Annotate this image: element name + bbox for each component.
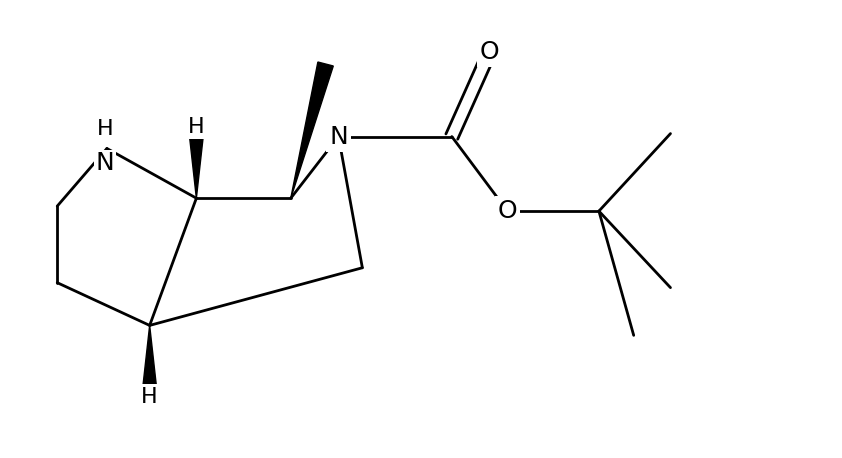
Polygon shape bbox=[189, 126, 205, 198]
Text: O: O bbox=[498, 199, 517, 223]
Text: O: O bbox=[480, 40, 499, 64]
Text: N: N bbox=[329, 125, 348, 148]
Text: H: H bbox=[188, 117, 205, 136]
Polygon shape bbox=[141, 326, 157, 397]
Text: N: N bbox=[95, 152, 115, 175]
Text: H: H bbox=[141, 387, 158, 407]
Text: H: H bbox=[97, 119, 113, 139]
Polygon shape bbox=[290, 62, 333, 198]
